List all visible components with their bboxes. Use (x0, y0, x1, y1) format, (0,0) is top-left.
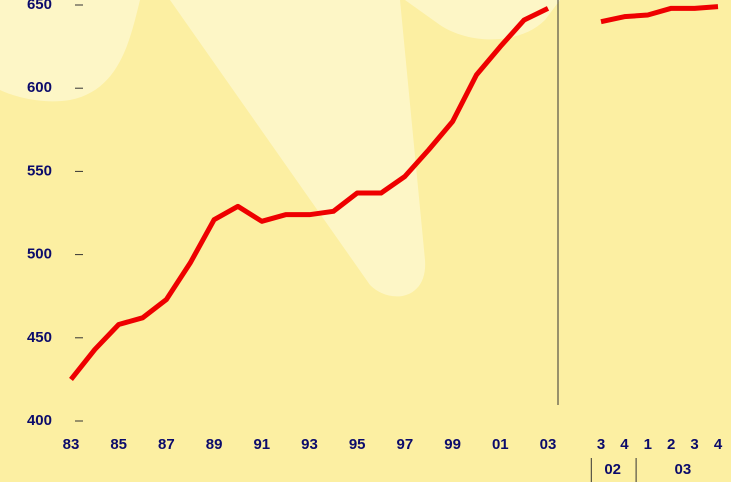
background-decoration (0, 0, 560, 297)
x-tick-label: 01 (492, 436, 509, 453)
x-tick-label: 89 (206, 436, 223, 453)
x-tick-label: 03 (540, 436, 557, 453)
x-tick-label: 3 (690, 436, 698, 453)
y-tick-label: 600 (27, 79, 52, 96)
x-tick-label: 91 (253, 436, 270, 453)
y-tick-label: 650 (27, 0, 52, 13)
y-tick-label: 500 (27, 246, 52, 263)
line-series (600, 4, 719, 25)
x-tick-label: 99 (444, 436, 461, 453)
group-label: 02 (604, 461, 621, 478)
x-tick-label: 2 (667, 436, 675, 453)
x-tick-label: 83 (63, 436, 80, 453)
x-tick-label: 4 (714, 436, 723, 453)
x-tick-label: 95 (349, 436, 366, 453)
x-tick-label: 1 (644, 436, 652, 453)
x-tick-label: 93 (301, 436, 318, 453)
x-tick-label: 87 (158, 436, 175, 453)
y-tick-label: 400 (27, 412, 52, 429)
x-tick-label: 3 (597, 436, 605, 453)
line-series (69, 6, 550, 381)
x-tick-label: 97 (397, 436, 414, 453)
y-tick-label: 450 (27, 329, 52, 346)
x-tick-label: 4 (620, 436, 629, 453)
y-tick-label: 550 (27, 162, 52, 179)
group-label: 03 (675, 461, 692, 478)
x-tick-label: 85 (110, 436, 127, 453)
